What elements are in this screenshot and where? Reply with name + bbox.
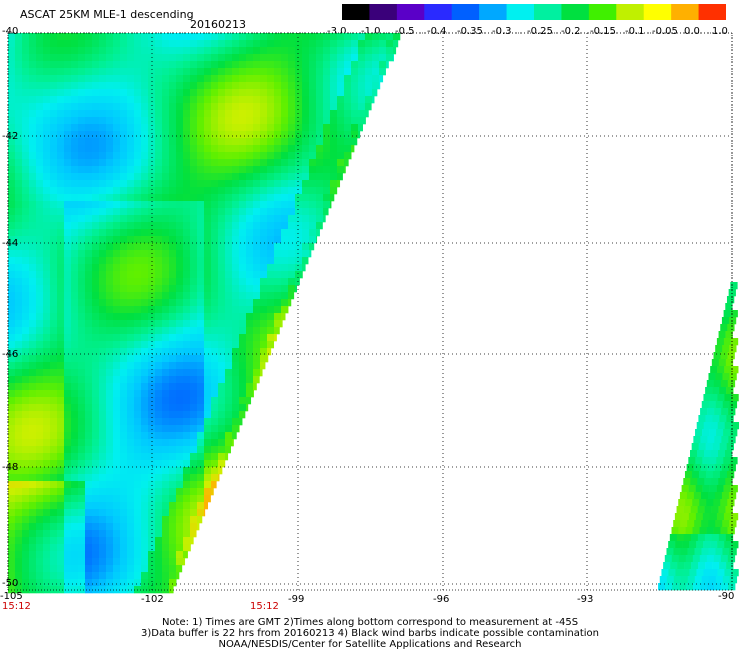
lat-label--46: -46: [2, 349, 18, 360]
lon-label--99: -99: [288, 594, 304, 605]
lat-label--50: -50: [2, 578, 18, 589]
lon-label--96: -96: [433, 594, 449, 605]
east-swath-cells: [658, 282, 739, 590]
lat-label--48: -48: [2, 462, 18, 473]
swath-cells: [8, 33, 400, 593]
time-label-center: 15:12: [250, 601, 279, 612]
lat-label--42: -42: [2, 131, 18, 142]
note-line-3: NOAA/NESDIS/Center for Satellite Applica…: [0, 639, 740, 650]
note-line-2: 3)Data buffer is 22 hrs from 20160213 4)…: [0, 628, 740, 639]
lon-label--102: -102: [141, 594, 164, 605]
lon-label--90: -90: [718, 591, 734, 602]
lat-label--40: -40: [2, 26, 18, 37]
lat-label--44: -44: [2, 238, 18, 249]
lon-label--93: -93: [577, 594, 593, 605]
time-label-left: 15:12: [2, 601, 31, 612]
note-line-1: Note: 1) Times are GMT 2)Times along bot…: [0, 617, 740, 628]
